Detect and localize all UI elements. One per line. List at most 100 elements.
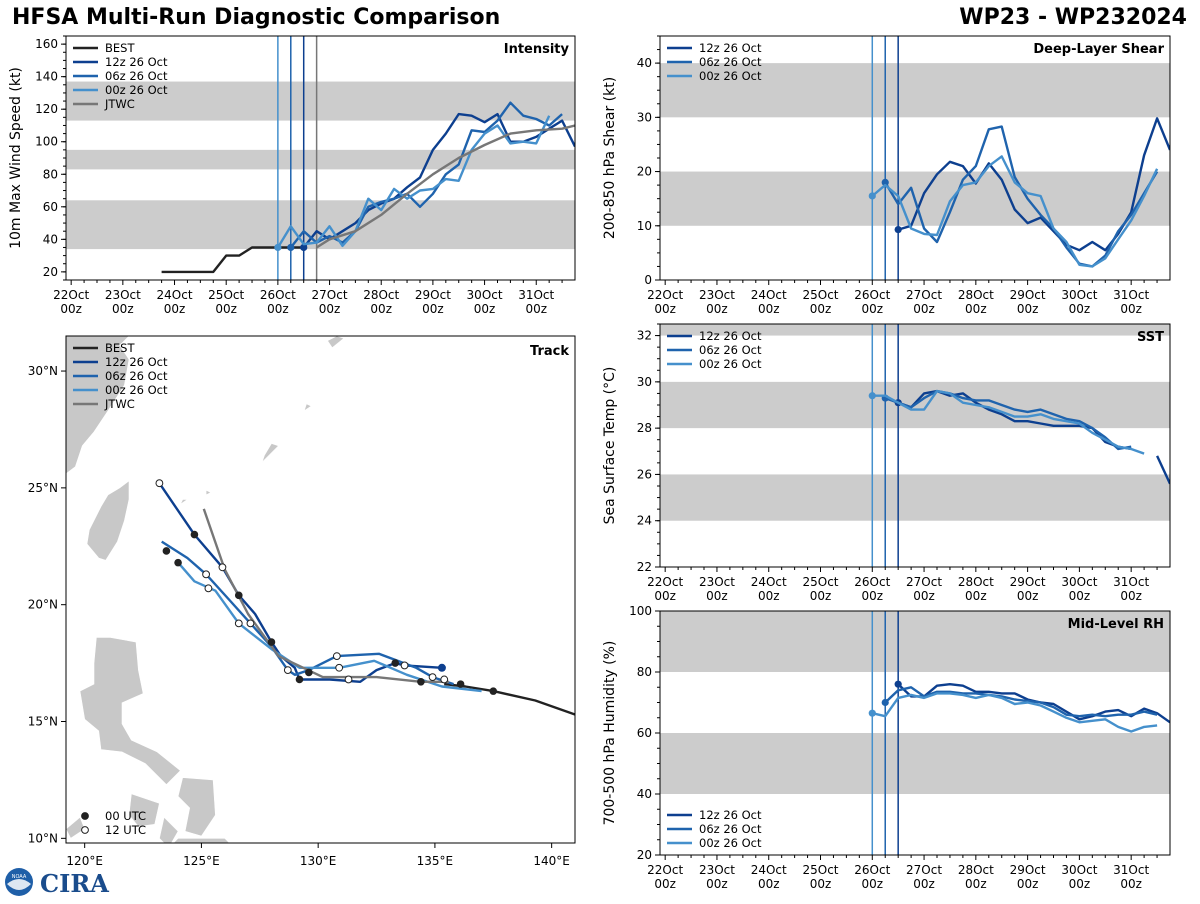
sst-xtick-label: 27Oct — [906, 575, 942, 589]
intensity-xtick-label: 22Oct — [53, 288, 89, 302]
track-ytick-label: 20°N — [28, 598, 58, 612]
track-marker-00utc — [162, 547, 171, 555]
track-marker-legend-symbol — [81, 826, 89, 834]
shear-xtick-label: 25Oct — [802, 288, 838, 302]
sst-xtick-label: 00z — [913, 589, 935, 603]
intensity-xtick-label: 24Oct — [157, 288, 193, 302]
shear-xtick-label: 28Oct — [958, 288, 994, 302]
sst-xtick-label: 00z — [1017, 589, 1039, 603]
track-marker-00utc — [391, 659, 400, 667]
intensity-xtick-label: 27Oct — [312, 288, 348, 302]
intensity-xtick-label: 00z — [112, 302, 134, 316]
landmass-miyako — [205, 489, 212, 496]
landmass-taiwan — [86, 480, 130, 561]
intensity-ytick-label: 40 — [43, 232, 58, 246]
intensity-xtick-label: 31Oct — [518, 288, 554, 302]
track-xtick-label: 125°E — [183, 854, 220, 868]
shear-xtick-label: 00z — [654, 302, 676, 316]
rh-xtick-label: 00z — [706, 877, 728, 891]
intensity-xtick-label: 00z — [215, 302, 237, 316]
shear-xtick-label: 24Oct — [751, 288, 787, 302]
sst-xtick-label: 30Oct — [1061, 575, 1097, 589]
landmass-kyushu — [327, 336, 345, 349]
shear-xtick-label: 00z — [1017, 302, 1039, 316]
track-marker-12utc — [234, 619, 243, 628]
rh-ylabel: 700-500 hPa Humidity (%) — [602, 641, 618, 826]
panel-rh: 2040608010022Oct00z23Oct00z24Oct00z25Oct… — [602, 604, 1171, 891]
rh-plot-area — [660, 611, 1170, 855]
sst-xtick-label: 22Oct — [647, 575, 683, 589]
track-marker-00utc — [456, 680, 465, 688]
rh-xtick-label: 00z — [1017, 877, 1039, 891]
rh-xtick-label: 22Oct — [647, 863, 683, 877]
track-xtick-label: 130°E — [300, 854, 337, 868]
sst-plot-area — [660, 324, 1170, 567]
sst-xtick-label: 00z — [758, 589, 780, 603]
intensity-init-point — [300, 243, 308, 252]
shear-ytick-label: 30 — [637, 110, 652, 124]
intensity-plot-area — [66, 36, 575, 280]
track-plot-area — [66, 336, 575, 843]
intensity-series-r12 — [302, 112, 575, 249]
landmass-mindanao-north — [172, 837, 230, 843]
sst-xtick-label: 00z — [706, 589, 728, 603]
track-legend-label: 06z 26 Oct — [105, 369, 168, 383]
track-marker-00utc — [190, 530, 199, 539]
intensity-series-r06 — [289, 101, 563, 249]
sst-xtick-label: 23Oct — [699, 575, 735, 589]
rh-xtick-label: 00z — [654, 877, 676, 891]
intensity-ytick-label: 160 — [35, 37, 58, 51]
shear-init-point — [894, 225, 902, 234]
shear-band — [660, 63, 1170, 118]
panel-track: 120°E 125°E 130°E 135°E 140°E 10°N 15°N 20°N 25°… — [28, 335, 576, 868]
track-line-r12 — [158, 482, 442, 683]
shear-xtick-label: 00z — [1120, 302, 1142, 316]
intensity-xtick-label: 00z — [422, 302, 444, 316]
shear-series-r00 — [871, 155, 1159, 268]
sst-series-r00 — [872, 389, 1145, 455]
intensity-xtick-label: 23Oct — [105, 288, 141, 302]
intensity-init-point — [274, 243, 282, 252]
rh-legend-label: 06z 26 Oct — [699, 822, 762, 836]
track-frame — [65, 335, 576, 844]
sst-band — [660, 324, 1170, 336]
shear-xtick-label: 00z — [861, 302, 883, 316]
rh-legend-label: 12z 26 Oct — [699, 808, 762, 822]
track-marker-12utc — [246, 619, 255, 628]
shear-title: Deep-Layer Shear — [1033, 42, 1164, 57]
rh-xtick-label: 00z — [758, 877, 780, 891]
sst-ytick-label: 30 — [637, 375, 652, 389]
rh-xtick-label: 00z — [1069, 877, 1091, 891]
shear-init-point — [881, 178, 889, 186]
rh-init-point — [894, 680, 902, 688]
shear-ytick-label: 20 — [637, 165, 652, 179]
track-marker-12utc — [428, 673, 437, 682]
track-legend-label: BEST — [105, 341, 135, 355]
sst-init-point — [868, 392, 876, 400]
shear-xtick-label: 00z — [1069, 302, 1091, 316]
rh-xtick-label: 31Oct — [1113, 863, 1149, 877]
noaa-badge-text: NOAA — [12, 874, 27, 880]
cira-logo-text: CIRA — [40, 869, 109, 898]
track-ytick-label: 15°N — [28, 715, 58, 729]
cira-logo: NOAA CIRA — [5, 868, 109, 898]
intensity-xtick-label: 26Oct — [260, 288, 296, 302]
intensity-band — [66, 149, 575, 170]
rh-band — [660, 733, 1170, 794]
rh-xtick-label: 25Oct — [802, 863, 838, 877]
sst-xtick-label: 00z — [861, 589, 883, 603]
rh-xtick-label: 00z — [913, 877, 935, 891]
sst-xtick-label: 00z — [965, 589, 987, 603]
track-marker-00utc — [267, 638, 276, 646]
rh-init-point — [881, 698, 889, 707]
panel-intensity: 2040608010012014016022Oct00z23Oct00z24Oc… — [8, 35, 576, 316]
shear-xtick-label: 26Oct — [854, 288, 890, 302]
landmass-cebu — [159, 816, 179, 843]
sst-xtick-label: 25Oct — [802, 575, 838, 589]
track-legend-label: JTWC — [104, 397, 135, 411]
intensity-legend-label: 12z 26 Oct — [105, 55, 168, 69]
intensity-ylabel: 10m Max Wind Speed (kt) — [8, 67, 24, 249]
track-marker-12utc — [440, 675, 449, 684]
sst-legend-label: 12z 26 Oct — [699, 329, 762, 343]
sst-xtick-label: 24Oct — [751, 575, 787, 589]
